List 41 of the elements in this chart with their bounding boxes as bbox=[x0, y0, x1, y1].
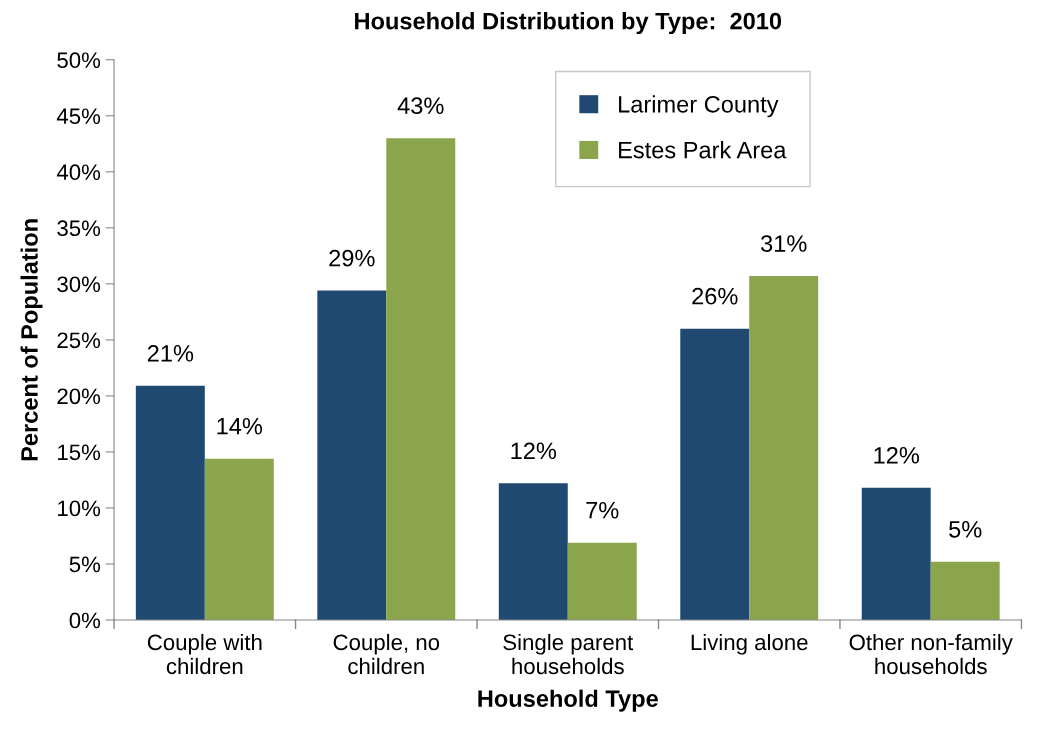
data-label: 5% bbox=[949, 521, 982, 538]
chart-title: Household Distribution by Type: 2010 bbox=[355, 12, 782, 35]
data-label: 7% bbox=[586, 501, 619, 519]
y-tick-label: 15% bbox=[58, 444, 101, 461]
data-label: 43% bbox=[397, 97, 444, 115]
bar bbox=[861, 487, 931, 621]
bar bbox=[317, 290, 387, 621]
x-tick-label: Other non-family households bbox=[849, 633, 1013, 675]
x-tick-label: Couple with children bbox=[147, 633, 262, 675]
y-tick-label: 0% bbox=[69, 612, 101, 629]
x-tick-label: Single parent households bbox=[503, 633, 634, 675]
bar bbox=[498, 483, 568, 621]
y-tick-label: 10% bbox=[58, 500, 101, 517]
data-label: 12% bbox=[874, 446, 920, 464]
y-tick-label: 50% bbox=[57, 52, 101, 69]
y-tick-label: 45% bbox=[56, 108, 101, 125]
x-tick-label: Couple, no children bbox=[333, 633, 440, 675]
bar bbox=[386, 138, 456, 621]
bar bbox=[749, 276, 819, 621]
data-label: 31% bbox=[760, 235, 807, 252]
legend-label: Larimer County bbox=[619, 95, 779, 118]
bar bbox=[135, 385, 205, 621]
data-label: 26% bbox=[692, 287, 738, 305]
bar bbox=[567, 542, 637, 621]
y-tick-label: 5% bbox=[69, 556, 101, 573]
y-tick-label: 30% bbox=[57, 276, 101, 293]
x-tick-label: Living alone bbox=[691, 633, 808, 655]
x-axis-title: Household Type bbox=[478, 689, 658, 712]
y-axis-title: Percent of Population bbox=[20, 219, 43, 461]
data-label: 21% bbox=[147, 344, 194, 362]
y-tick-label: 20% bbox=[57, 388, 101, 405]
y-tick-label: 40% bbox=[56, 164, 101, 181]
y-tick-label: 25% bbox=[57, 332, 101, 349]
bar bbox=[204, 458, 274, 621]
data-label: 29% bbox=[329, 249, 375, 267]
data-label: 14% bbox=[217, 417, 263, 435]
y-tick-label: 35% bbox=[57, 220, 101, 237]
bar bbox=[680, 328, 750, 621]
data-label: 12% bbox=[511, 442, 557, 460]
legend-label: Estes Park Area bbox=[619, 141, 787, 159]
bar bbox=[930, 561, 1000, 621]
